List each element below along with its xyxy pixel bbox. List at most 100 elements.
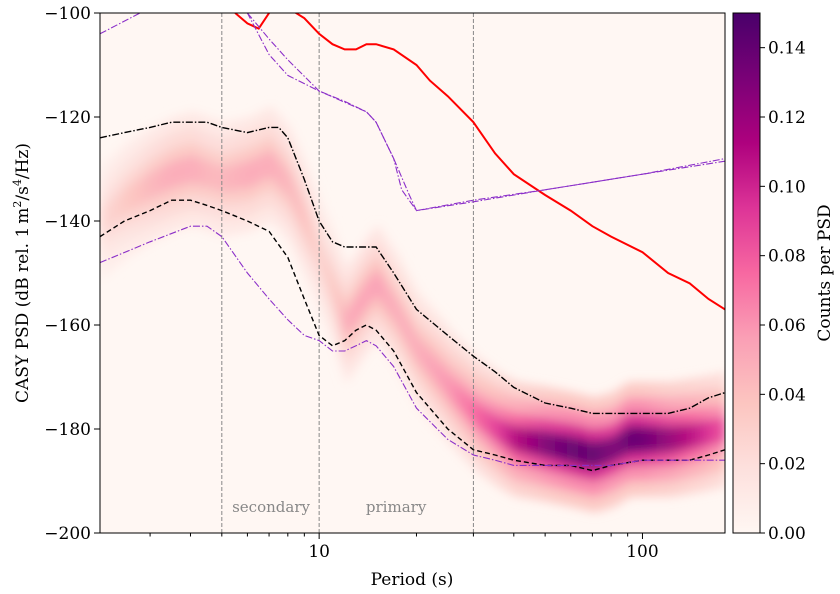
density-cell xyxy=(716,417,723,444)
density-cell xyxy=(592,442,598,468)
density-cell xyxy=(198,158,204,185)
density-cell xyxy=(408,324,415,351)
density-cell xyxy=(336,287,341,314)
density-cell xyxy=(581,439,587,466)
density-cell xyxy=(311,226,316,253)
density-cell xyxy=(604,438,610,465)
density-cell xyxy=(376,270,381,297)
density-cell xyxy=(133,182,139,208)
density-cell xyxy=(387,287,393,314)
density-cell xyxy=(296,189,301,216)
density-cell xyxy=(534,429,542,456)
percentile-curve-1 xyxy=(100,121,725,415)
density-cell xyxy=(247,161,253,188)
density-cell xyxy=(504,421,510,448)
density-cell xyxy=(529,429,537,455)
plot-content: secondary primary xyxy=(100,13,725,533)
x-tick-label: 100 xyxy=(626,542,658,562)
density-cell xyxy=(346,309,350,336)
density-cell xyxy=(258,156,264,182)
density-cell xyxy=(359,291,363,318)
density-cell xyxy=(426,350,434,377)
density-cell xyxy=(342,305,347,332)
density-cell xyxy=(646,426,653,453)
density-cell xyxy=(112,197,118,224)
density-cell xyxy=(124,187,131,214)
density-cell xyxy=(301,201,306,228)
density-cell xyxy=(507,422,513,449)
x-axis-label: Period (s) xyxy=(371,570,454,590)
percentile-curves xyxy=(100,13,725,472)
density-cell xyxy=(120,190,126,217)
plot-frame xyxy=(99,12,726,534)
y-tick-label: −200 xyxy=(44,524,91,544)
density-cell xyxy=(393,296,399,323)
density-cell xyxy=(601,439,607,466)
density-cell xyxy=(287,171,293,198)
density-cell xyxy=(177,159,183,186)
colorbar-tick-label: 0.00 xyxy=(768,524,806,544)
density-cell xyxy=(498,417,503,444)
density-cell xyxy=(456,383,463,410)
density-cell xyxy=(340,299,345,326)
density-cell xyxy=(539,430,547,457)
density-cell xyxy=(524,428,531,455)
density-cell xyxy=(421,344,429,371)
density-cell xyxy=(613,435,619,462)
density-cell xyxy=(549,432,556,459)
density-cell xyxy=(201,159,206,186)
density-cell xyxy=(668,426,675,453)
density-cell xyxy=(184,157,189,184)
density-cell xyxy=(694,422,701,449)
density-cell xyxy=(595,441,601,468)
density-cell xyxy=(513,426,521,453)
density-cell xyxy=(168,162,174,189)
density-cell xyxy=(234,163,241,190)
density-cell xyxy=(157,168,163,195)
density-cell xyxy=(371,275,375,302)
density-cell xyxy=(265,152,271,179)
density-cell xyxy=(328,265,332,292)
density-cell xyxy=(390,292,396,319)
density-cell xyxy=(519,427,526,454)
density-cell xyxy=(190,156,195,182)
density-cell xyxy=(720,416,725,443)
density-cell xyxy=(281,164,287,191)
density-cell xyxy=(330,270,335,297)
density-cell xyxy=(637,426,642,453)
density-cell xyxy=(181,158,186,185)
colorbar-tick-label: 0.12 xyxy=(768,108,806,128)
density-cell xyxy=(369,277,373,304)
density-cell xyxy=(611,436,616,463)
density-cell xyxy=(608,437,613,464)
density-cell xyxy=(350,304,354,331)
density-cell xyxy=(269,150,274,177)
density-cell xyxy=(437,362,445,389)
density-cell xyxy=(278,161,284,188)
density-cell xyxy=(562,435,568,462)
density-cell xyxy=(368,279,372,306)
density-cell xyxy=(128,184,135,211)
density-cell xyxy=(381,279,387,306)
density-cell xyxy=(570,436,576,463)
density-cell xyxy=(251,159,257,186)
density-cell xyxy=(216,164,221,191)
density-cell xyxy=(703,420,710,447)
density-cell xyxy=(619,431,624,458)
colorbar-tick-label: 0.04 xyxy=(768,385,806,405)
density-cell xyxy=(352,301,356,328)
colorbar-label: Counts per PSD xyxy=(815,204,835,341)
density-cell xyxy=(650,426,657,453)
density-cell xyxy=(480,405,486,432)
density-cell xyxy=(364,283,368,310)
density-cell xyxy=(707,419,714,446)
density-cell xyxy=(663,426,670,453)
percentile-curve-4 xyxy=(100,13,725,212)
density-cell xyxy=(473,400,479,427)
density-cell xyxy=(314,232,319,259)
density-cell xyxy=(357,293,361,320)
density-cell xyxy=(306,214,311,241)
colorbar-tick-label: 0.08 xyxy=(768,247,806,267)
density-cell xyxy=(655,426,662,453)
